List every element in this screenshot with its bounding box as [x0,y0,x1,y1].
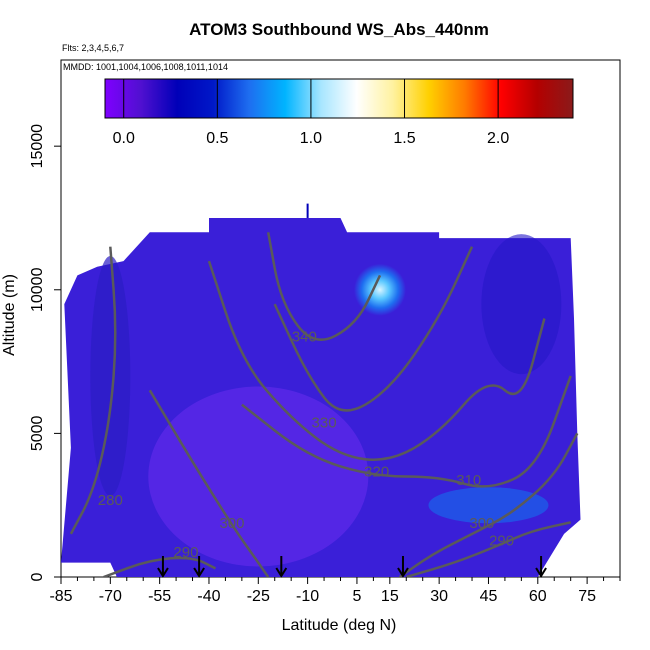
x-axis-title: Latitude (deg N) [282,617,397,634]
y-axis-title: Altitude (m) [1,274,18,356]
colorbar-tick-label: 0.5 [206,130,228,147]
heatmap-zone [481,234,562,375]
colorbar: 0.0 0.5 1.0 1.5 2.0 [104,78,574,147]
x-tick-label: 75 [578,588,596,605]
contour-line [266,232,382,341]
contour-line [241,375,572,488]
x-tick-label: -85 [49,588,72,605]
flight-markers [157,556,547,578]
flight-marker-arrowhead [193,567,205,578]
x-tick-label: -40 [197,588,220,605]
flights-note: Flts: 2,3,4,5,6,7 [62,43,124,53]
contour-line [207,260,546,461]
x-tick-label: 5 [352,588,361,605]
contour-label: 340 [292,328,317,345]
contour-line [273,246,474,412]
contour-label: 310 [456,472,481,489]
contour-label: 320 [364,463,389,480]
x-tick-label: 60 [529,588,547,605]
contour-label: 290 [173,544,198,561]
chart-title: ATOM3 Southbound WS_Abs_440nm [189,20,489,39]
heatmap-high-spot [353,263,406,316]
y-axis: 0 5000 10000 15000 [29,124,61,581]
heatmap-field [61,203,581,577]
contour-line [398,432,579,577]
contour-label: 280 [98,492,123,509]
contour-line [103,556,217,577]
flight-marker-arrowhead [397,567,409,578]
y-tick-label: 5000 [29,415,46,451]
x-tick-label: -70 [99,588,122,605]
contour-line [405,521,571,577]
colorbar-tick-label: 0.0 [113,130,135,147]
y-tick-label: 15000 [29,124,46,169]
x-tick-label: 45 [480,588,498,605]
colorbar-tick-label: 2.0 [487,130,509,147]
colorbar-bar [104,78,574,119]
x-tick-label: 15 [381,588,399,605]
x-tick-label: 30 [430,588,448,605]
contour-label: 290 [489,532,514,549]
flight-marker-arrowhead [535,567,547,578]
contour-line [69,246,117,535]
x-tick-label: -55 [148,588,171,605]
x-tick-label: -25 [247,588,270,605]
dates-note: MMDD: 1001,1004,1006,1008,1011,1014 [63,62,228,72]
contour-label: 330 [312,415,337,432]
colorbar-tick-label: 1.0 [300,130,322,147]
x-tick-label: -10 [296,588,319,605]
colorbar-tick-label: 1.5 [393,130,415,147]
heatmap-zone [428,487,549,524]
flight-marker-arrowhead [275,567,288,578]
contour-line [148,389,270,577]
x-axis: -85 -70 -55 -40 -25 -10 5 15 30 45 60 75 [49,577,621,605]
heatmap-zone [90,255,131,496]
y-tick-label: 10000 [29,267,46,312]
flight-marker-arrowhead [157,567,169,578]
contour-label: 300 [469,515,494,532]
y-tick-label: 0 [29,572,46,581]
heatmap-zone [148,386,369,567]
contour-label: 300 [219,515,244,532]
